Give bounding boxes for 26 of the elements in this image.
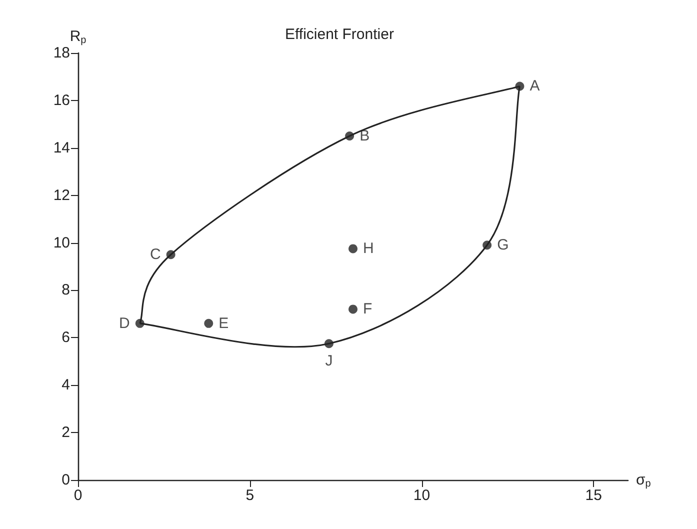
x-tick-label: 5 bbox=[246, 487, 254, 504]
y-tick-label: 0 bbox=[62, 472, 70, 488]
annotation: E bbox=[218, 314, 229, 332]
y-tick-label: 6 bbox=[62, 329, 70, 346]
annotation: G bbox=[497, 236, 509, 254]
point bbox=[204, 318, 214, 328]
chart-title: Efficient Frontier bbox=[285, 26, 394, 43]
point bbox=[348, 304, 358, 314]
y-tick-label: 2 bbox=[62, 424, 70, 442]
y-tick-label: 8 bbox=[62, 282, 70, 299]
y-tick-label: 12 bbox=[53, 186, 70, 204]
y-tick-label: 18 bbox=[53, 44, 70, 62]
annotation: A bbox=[530, 78, 540, 95]
y-tick-label: 14 bbox=[53, 139, 70, 156]
x-tick-label: 10 bbox=[413, 487, 430, 504]
x-tick-label: 15 bbox=[585, 487, 602, 504]
annotation: D bbox=[119, 314, 130, 332]
annotation: C bbox=[150, 246, 161, 264]
y-tick-label: 10 bbox=[53, 234, 70, 252]
annotation: J bbox=[325, 352, 333, 370]
y-tick-label: 4 bbox=[62, 376, 70, 394]
annotation: H bbox=[363, 240, 374, 258]
y-tick-label: 16 bbox=[53, 92, 70, 109]
annotation: F bbox=[363, 300, 372, 318]
x-tick-label: 0 bbox=[74, 487, 82, 504]
point bbox=[348, 244, 358, 254]
